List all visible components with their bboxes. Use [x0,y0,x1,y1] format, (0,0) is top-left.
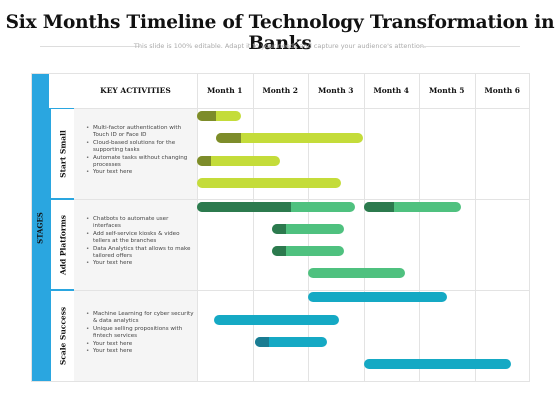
subtitle-rule-right [420,46,520,47]
activity-item: Add self-service kiosks & video tellers … [86,231,198,246]
timeline-bar [197,202,356,212]
activity-item: Unique selling propositions with fintech… [86,326,198,341]
timeline-bar [363,202,461,212]
timeline-bar [197,111,242,121]
timeline-bar [308,292,447,302]
activity-item: Machine Learning for cyber security & da… [86,311,198,326]
activity-list: Multi-factor authentication with Touch I… [86,125,198,177]
month-header: Month 1 [206,86,243,95]
timeline-bar [216,133,364,143]
stage-label: Add Platforms [58,214,68,275]
activity-item: Cloud-based solutions for the supporting… [86,140,198,155]
activity-item: Automate tasks without changing processe… [86,155,198,170]
activity-item: Your text here [86,260,198,268]
timeline-bar-progress [216,133,242,143]
timeline-bar [308,268,406,278]
stage-column-inner [51,109,74,198]
activity-item: Your text here [86,341,198,349]
activity-item: Your text here [86,169,198,177]
timeline-bar-progress [271,246,286,256]
month-header: Month 3 [317,86,354,95]
stage-label: Scale Success [58,306,68,366]
activity-item: Multi-factor authentication with Touch I… [86,125,198,140]
activity-item: Chatbots to automate user interfaces [86,216,198,231]
grid-line-horizontal [74,108,530,109]
activity-list: Chatbots to automate user interfacesAdd … [86,216,198,268]
stage-label: Start Small [58,129,68,178]
grid-line-vertical [419,73,420,382]
page-title: Six Months Timeline of Technology Transf… [5,12,555,54]
timeline-bar [213,315,339,325]
page-subtitle: This slide is 100% editable. Adapt it to… [133,42,427,50]
stages-label: STAGES [35,212,45,244]
grid-line-horizontal [74,290,530,291]
timeline-bar [197,156,281,166]
key-activities-header: KEY ACTIVITIES [100,86,171,95]
timeline-bar-progress [197,156,211,166]
stage-column-inner [51,200,74,289]
activity-item: Your text here [86,348,198,356]
timeline-bar-progress [197,202,292,212]
subtitle-rule-left [40,46,140,47]
timeline-bar [197,178,342,188]
timeline-bar-progress [363,202,395,212]
month-header: Month 5 [428,86,465,95]
grid-line-vertical [475,73,476,382]
month-header: Month 6 [484,86,520,95]
grid-line-horizontal [74,199,530,200]
header-row [74,73,530,108]
stages-strip [31,73,49,382]
stage-column-inner [51,291,74,381]
month-header: Month 4 [373,86,409,95]
month-header: Month 2 [262,86,298,95]
timeline-bar-progress [197,111,217,121]
grid-line-vertical [253,73,254,382]
timeline-bar [271,246,345,256]
activity-item: Data Analytics that allows to make tailo… [86,246,198,261]
timeline-bar [255,337,328,347]
activity-list: Machine Learning for cyber security & da… [86,311,198,356]
timeline-bar [363,359,511,369]
timeline-bar [271,224,345,234]
grid-line-vertical [364,73,365,382]
timeline-bar-progress [255,337,270,347]
timeline-bar-progress [271,224,286,234]
